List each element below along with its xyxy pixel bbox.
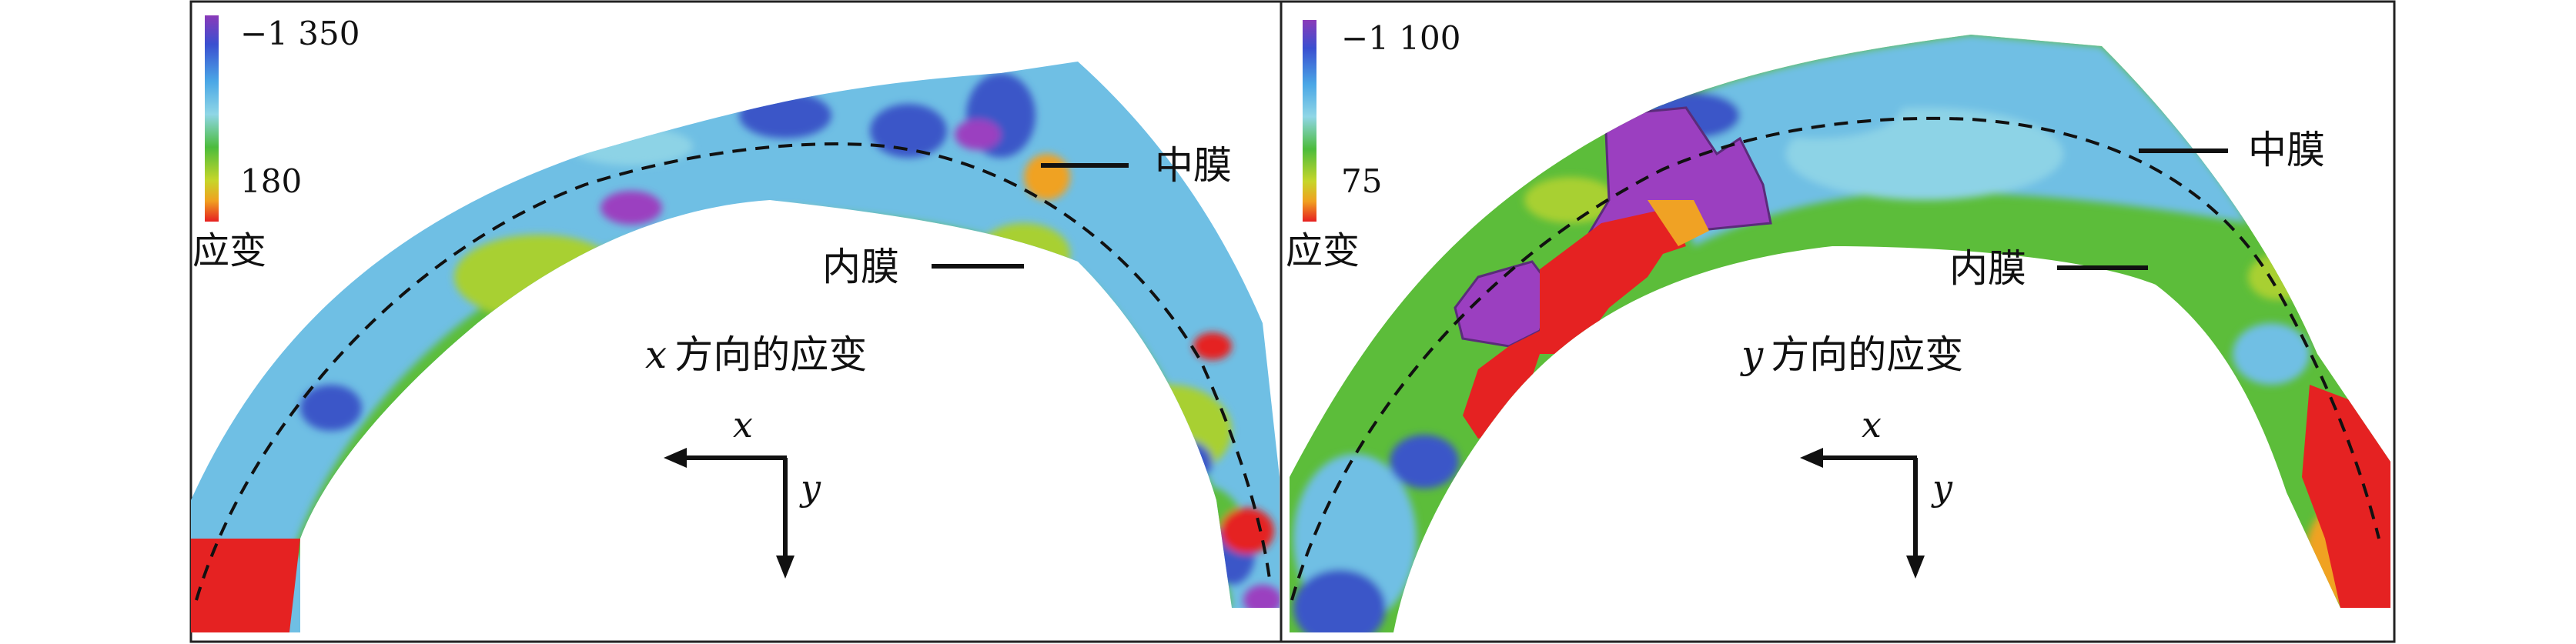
panel-x-media-label: 中膜: [1155, 143, 1232, 188]
panel-y-colorbar: [1303, 20, 1316, 222]
panel-x-intima-label: 内膜: [822, 245, 899, 289]
panel-x: −1 350 180 应变: [189, 0, 1283, 643]
panel-x-axis-y-label: y: [799, 467, 821, 509]
panel-x-boundary-dashed-line: [195, 142, 1272, 601]
panel-y-axis-x-arrow: [1800, 448, 1823, 468]
panel-x-colorbar-max: −1 350: [240, 15, 360, 52]
panel-y-colorbar-max: −1 100: [1341, 19, 1460, 57]
panel-y-axis-y-label: y: [1931, 467, 1953, 509]
panel-x-colorbar-title: 应变: [192, 229, 266, 272]
panel-y-boundary-dashed-line: [1290, 116, 2380, 601]
panel-x-axis-y-arrow: [776, 556, 795, 579]
panel-y-media-label: 中膜: [2248, 128, 2325, 172]
panel-y-colorbar-title: 应变: [1286, 229, 1360, 272]
panel-y-axis-y-arrow: [1906, 556, 1925, 579]
panel-y-intima-label: 内膜: [1949, 246, 2026, 291]
panel-x-axis-x-arrow: [664, 448, 687, 468]
panel-x-caption: x 方向的应变: [645, 332, 867, 377]
panel-x-colorbar: [205, 15, 219, 222]
panel-y: −1 100 75 应变: [1280, 0, 2396, 643]
panel-y-colorbar-min: 75: [1341, 162, 1382, 200]
panel-y-frame: [1280, 0, 2396, 643]
panel-x-colorbar-min: 180: [240, 162, 302, 200]
panel-y-caption: y 方向的应变: [1740, 332, 1963, 377]
panel-x-axis-x-label: x: [733, 404, 753, 445]
panel-y-axis-x-label: x: [1862, 404, 1882, 445]
